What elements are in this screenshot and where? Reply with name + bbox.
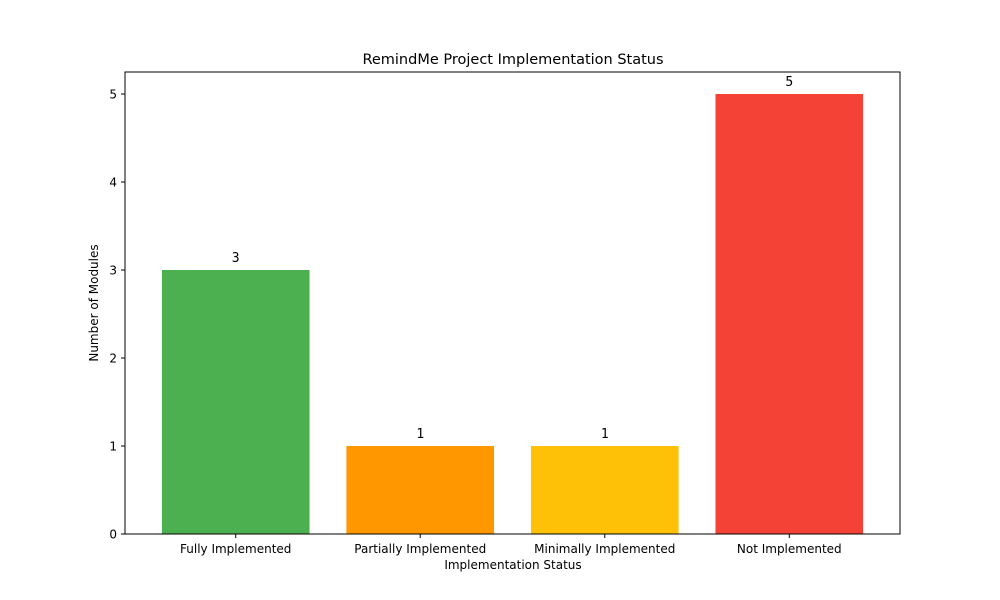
x-tick-label: Partially Implemented xyxy=(354,542,486,556)
data-label: 5 xyxy=(785,75,793,90)
plot-frame xyxy=(124,71,901,535)
x-tick-label: Not Implemented xyxy=(737,542,842,556)
x-tick-label: Minimally Implemented xyxy=(534,542,675,556)
chart-title: RemindMe Project Implementation Status xyxy=(362,52,663,68)
y-tick-label: 4 xyxy=(109,176,117,190)
y-tick-label: 1 xyxy=(109,440,117,454)
x-tick-label: Fully Implemented xyxy=(180,542,291,556)
data-label: 1 xyxy=(601,427,609,442)
bar-not-implemented xyxy=(715,94,864,534)
bars-layer xyxy=(161,94,864,534)
x-axis: Fully Implemented Partially Implemented Mi… xyxy=(180,534,842,556)
y-axis: 0 1 2 3 4 5 xyxy=(109,88,125,542)
data-label: 3 xyxy=(232,251,240,266)
bar-partially-implemented xyxy=(346,446,495,534)
y-tick-label: 3 xyxy=(109,264,117,278)
bar-minimally-implemented xyxy=(530,446,679,534)
bar-fully-implemented xyxy=(161,270,310,534)
y-axis-label: Number of Modules xyxy=(87,244,101,361)
y-tick-label: 0 xyxy=(109,528,117,542)
y-tick-label: 5 xyxy=(109,88,117,102)
y-tick-label: 2 xyxy=(109,352,117,366)
x-axis-label: Implementation Status xyxy=(444,558,581,572)
data-label: 1 xyxy=(416,427,424,442)
data-labels-layer: 3 1 1 5 xyxy=(232,75,793,442)
